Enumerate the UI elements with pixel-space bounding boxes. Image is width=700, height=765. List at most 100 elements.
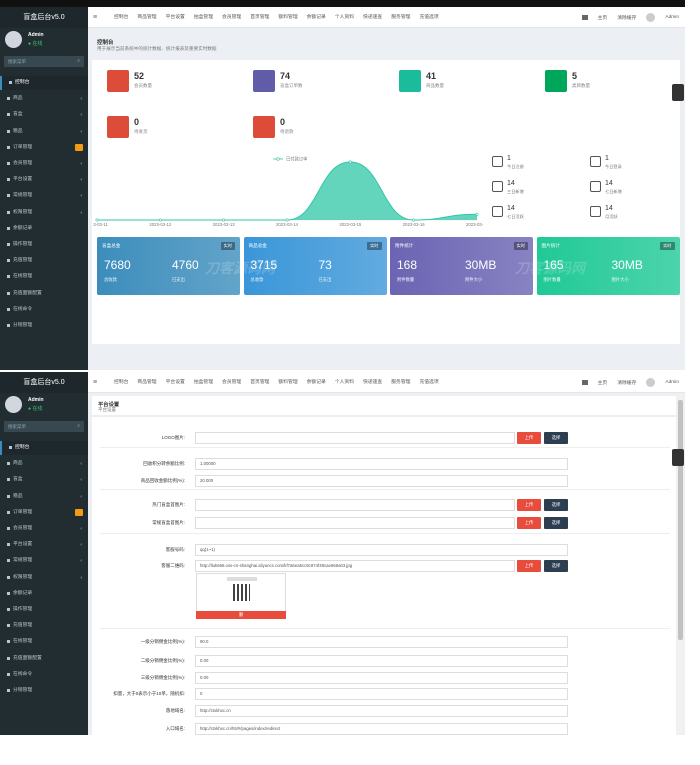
field-input[interactable]: 0 <box>195 688 568 700</box>
menu-item[interactable]: 会员管理 ‹ <box>0 157 88 171</box>
field-input[interactable]: 0.00 <box>195 655 568 667</box>
stat-icon <box>253 70 275 92</box>
menu-item[interactable]: 充值面额配置 <box>0 287 88 301</box>
search-box[interactable]: 搜索菜单 ⌕ <box>4 56 84 67</box>
nav-icon[interactable] <box>581 15 588 20</box>
summary-card: 图片统计 实时 165 图片数量 30MB 图片大小 <box>536 237 680 295</box>
nav-toggle[interactable]: ≡ <box>93 14 98 21</box>
menu-item[interactable]: 订单管理 <box>0 506 88 520</box>
menu-item[interactable]: 分销管理 <box>0 319 88 333</box>
nav-item[interactable]: 服务管理 <box>391 15 411 20</box>
nav-right-item[interactable]: 清除缓存 <box>617 381 637 386</box>
nav-item[interactable]: 额料管理 <box>278 380 298 385</box>
field-input[interactable]: 20.000 <box>195 475 568 487</box>
nav-right-item[interactable]: Admin <box>665 380 679 385</box>
field-input[interactable] <box>195 432 515 444</box>
menu-item[interactable]: 平台设置 ‹ <box>0 538 88 552</box>
menu-item[interactable]: 充值管理 <box>0 254 88 268</box>
menu-item[interactable]: 常规管理 ‹ <box>0 189 88 203</box>
field-input[interactable] <box>195 517 515 529</box>
menu-item[interactable]: 权限管理 ‹ <box>0 571 88 585</box>
menu-item[interactable]: 盲盒 ‹ <box>0 108 88 122</box>
summary-card: 附件统计 实时 168 附件数量 30MB 附件大小 <box>390 237 533 295</box>
nav-item[interactable]: 首页管理 <box>250 380 270 385</box>
nav-right-item[interactable]: Admin <box>665 15 679 20</box>
menu-item[interactable]: 在线管理 <box>0 270 88 284</box>
nav-icon[interactable] <box>581 380 588 385</box>
card-value: 73 <box>318 258 332 272</box>
menu-item[interactable]: 商品 ‹ <box>0 457 88 471</box>
nav-item[interactable]: 个人资料 <box>334 380 355 385</box>
upload-button[interactable]: 上传 <box>517 432 541 444</box>
field-input[interactable]: http://liuk666.oss-cn-shanghai.aliyuncs.… <box>195 560 515 572</box>
side-toggle[interactable] <box>672 84 684 101</box>
nav-item[interactable]: 控制台 <box>114 380 129 385</box>
menu-item[interactable]: 平台设置 ‹ <box>0 173 88 187</box>
menu-item[interactable]: 充值面额配置 <box>0 652 88 666</box>
field-input[interactable]: qq(1~1) <box>195 544 568 556</box>
nav-item[interactable]: 服务管理 <box>391 380 411 385</box>
nav-item[interactable]: 额料管理 <box>278 15 298 20</box>
nav-item[interactable]: 个人资料 <box>334 15 355 20</box>
nav-item[interactable]: 拍盒管理 <box>193 380 214 385</box>
select-button[interactable]: 选择 <box>544 432 568 444</box>
field-input[interactable]: http://ctxkhxc.cn <box>195 705 568 717</box>
menu-label: 在线命令 <box>13 671 33 677</box>
select-button[interactable]: 选择 <box>544 517 568 529</box>
menu-item[interactable]: 操作管理 <box>0 238 88 252</box>
nav-right-item[interactable]: 主页 <box>597 381 608 386</box>
menu-item[interactable]: 余额记录 <box>0 587 88 601</box>
field-input[interactable]: 1.00000 <box>195 458 568 470</box>
delete-button[interactable]: 删 <box>196 611 286 619</box>
menu-item[interactable]: 赠品 ‹ <box>0 125 88 139</box>
menu-item[interactable]: 赠品 ‹ <box>0 490 88 504</box>
menu-item[interactable]: 订单管理 <box>0 141 88 155</box>
nav-item[interactable]: 平台设置 <box>165 15 185 20</box>
menu-item[interactable]: 控制台 <box>0 441 88 455</box>
nav-item[interactable]: 充值选项 <box>419 380 439 385</box>
select-button[interactable]: 选择 <box>544 499 568 511</box>
menu-item[interactable]: 权限管理 ‹ <box>0 206 88 220</box>
nav-right-item[interactable]: 主页 <box>597 16 608 21</box>
menu-item[interactable]: 充值管理 <box>0 619 88 633</box>
menu-item[interactable]: 控制台 <box>0 76 88 90</box>
nav-item[interactable]: 余额记录 <box>306 15 326 20</box>
nav-item[interactable]: 余额记录 <box>306 380 326 385</box>
nav-item[interactable]: 商品管理 <box>137 380 157 385</box>
menu-item[interactable]: 在线管理 <box>0 635 88 649</box>
menu-item[interactable]: 在线命令 <box>0 668 88 682</box>
nav-right-item[interactable]: 清除缓存 <box>617 16 637 21</box>
field-input[interactable] <box>195 499 515 511</box>
field-input[interactable]: http://ctxkhxc.cn/h5/#/pages/index/redir… <box>195 723 568 735</box>
nav-item[interactable]: 拍盒管理 <box>193 15 214 20</box>
menu-item[interactable]: 分销管理 <box>0 684 88 698</box>
mini-label: 三日新增 <box>507 189 524 194</box>
upload-button[interactable]: 上传 <box>517 560 541 572</box>
nav-toggle[interactable]: ≡ <box>93 379 98 386</box>
nav-item[interactable]: 快递速查 <box>363 380 383 385</box>
menu-item[interactable]: 常规管理 ‹ <box>0 554 88 568</box>
nav-item[interactable]: 快递速查 <box>363 15 383 20</box>
menu-item[interactable]: 商品 ‹ <box>0 92 88 106</box>
nav-item[interactable]: 首页管理 <box>250 15 270 20</box>
search-box[interactable]: 搜索菜单 ⌕ <box>4 421 84 432</box>
nav-item[interactable]: 充值选项 <box>419 15 439 20</box>
side-toggle[interactable] <box>672 449 684 466</box>
nav-item[interactable]: 控制台 <box>114 15 129 20</box>
nav-item[interactable]: 会员管理 <box>222 380 242 385</box>
upload-button[interactable]: 上传 <box>517 517 541 529</box>
upload-button[interactable]: 上传 <box>517 499 541 511</box>
menu-item[interactable]: 在线命令 <box>0 303 88 317</box>
nav-item[interactable]: 平台设置 <box>165 380 185 385</box>
menu-item[interactable]: 余额记录 <box>0 222 88 236</box>
menu-item[interactable]: 操作管理 <box>0 603 88 617</box>
menu-item[interactable]: 盲盒 ‹ <box>0 473 88 487</box>
menu-item[interactable]: 会员管理 ‹ <box>0 522 88 536</box>
nav-item[interactable]: 会员管理 <box>222 15 242 20</box>
card-badge: 实时 <box>220 242 235 250</box>
menu-icon <box>9 81 12 84</box>
field-input[interactable]: 90.0 <box>195 636 568 648</box>
field-input[interactable]: 0.00 <box>195 672 568 684</box>
nav-item[interactable]: 商品管理 <box>137 15 157 20</box>
select-button[interactable]: 选择 <box>544 560 568 572</box>
